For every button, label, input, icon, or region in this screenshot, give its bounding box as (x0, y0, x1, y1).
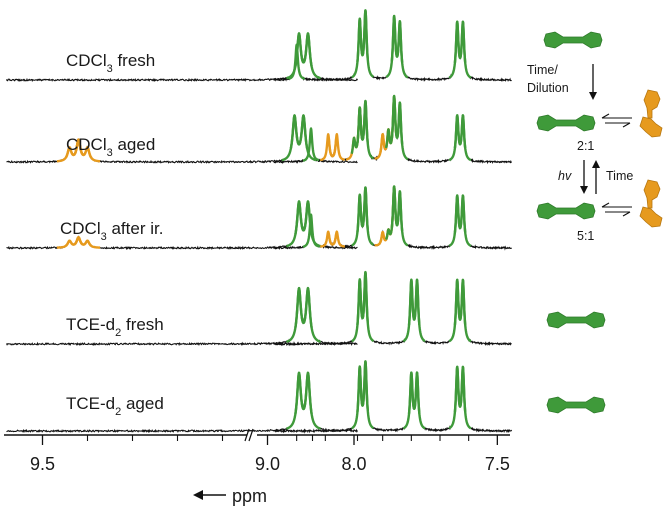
peak-dimer-14 (390, 185, 409, 247)
spectrum-2 (6, 94, 512, 165)
dimer-icons (536, 31, 606, 414)
tick-labels: 9.5 9.0 8.0 7.5 (30, 454, 510, 474)
peak-isomer-3 (73, 138, 101, 163)
hv-label: hv (558, 169, 572, 183)
time-dilution-label-1: Time/ (527, 63, 558, 77)
peak-isomer-8 (327, 230, 346, 248)
peak-dimer-15 (390, 95, 409, 161)
equilibrium-arrows-aged-icon (601, 113, 632, 128)
spectrum-label-2: CDCl3 aged (66, 135, 155, 159)
peak-dimer-4 (356, 270, 375, 343)
peak-dimer-6 (302, 127, 320, 162)
spectrum-3 (6, 185, 513, 251)
peak-dimer-2 (294, 371, 322, 430)
isomer-icon-irradiated (639, 179, 663, 228)
ppm-arrow-icon (193, 490, 226, 500)
dimer-icon-tce-fresh (546, 311, 606, 329)
peak-dimer-7 (390, 15, 409, 79)
time-label: Time (606, 169, 633, 183)
tick-label: 9.5 (30, 454, 55, 474)
isomer-icons (639, 89, 663, 228)
peak-dimer-5 (356, 9, 375, 78)
spectrum-label-5: TCE-d2 aged (66, 394, 164, 418)
peak-dimer-9 (453, 20, 472, 79)
dimer-icon-irradiated (536, 202, 596, 220)
spectrum-4 (6, 270, 512, 347)
peak-dimer-6 (407, 371, 427, 430)
arrowhead-icon (589, 92, 597, 100)
peak-dimer-2 (294, 286, 322, 343)
time-dilution-label-2: Dilution (527, 81, 569, 95)
spectrum-label-3: CDCl3 after ir. (60, 219, 163, 243)
spectrum-5 (6, 360, 513, 434)
time-arrowhead-icon (592, 160, 600, 168)
tick-label: 7.5 (485, 454, 510, 474)
ratio-aged: 2:1 (577, 139, 594, 153)
spectrum-label-1: CDCl3 fresh (66, 51, 155, 75)
peak-dimer-3 (287, 43, 306, 80)
equilibrium-scheme: Time/ Dilution 2:1 hv Time 5:1 (527, 31, 663, 414)
dimer-icon-aged (536, 114, 596, 132)
peak-dimer-5 (289, 114, 317, 162)
peak-dimer-2 (294, 32, 322, 80)
peak-isomer-3 (74, 236, 101, 249)
peak-dimer-6 (302, 213, 320, 248)
dimer-icon-fresh (543, 31, 603, 49)
peak-dimer-8 (453, 278, 472, 343)
ratio-irradiated: 5:1 (577, 229, 594, 243)
spectrum-trace (273, 271, 512, 347)
equilibrium-arrows-irradiated-icon (601, 202, 632, 217)
tick-label: 9.0 (255, 454, 280, 474)
peak-dimer-4 (356, 360, 375, 430)
x-axis-label: ppm (232, 486, 267, 506)
spectrum-label-4: TCE-d2 fresh (66, 315, 164, 339)
tick-marks (41, 435, 498, 445)
peak-dimer-10 (356, 186, 375, 246)
peak-isomer-8 (327, 132, 346, 161)
peak-dimer-16 (453, 194, 472, 247)
axis-break-mark (244, 428, 254, 442)
dimer-icon-tce-aged (546, 396, 606, 414)
peak-dimer-11 (356, 99, 375, 160)
spectrum-1 (6, 9, 512, 83)
hv-arrowhead-icon (580, 186, 588, 194)
spectra-group (6, 9, 513, 434)
peak-dimer-8 (453, 365, 472, 430)
tick-label: 8.0 (341, 454, 366, 474)
spectrum-trace (273, 361, 513, 434)
x-axis: 9.5 9.0 8.0 7.5 ppm (4, 428, 510, 506)
peak-dimer-6 (407, 278, 427, 343)
peak-dimer-17 (453, 114, 472, 162)
row-labels: CDCl3 fresh CDCl3 aged CDCl3 after ir. TCE-… (60, 51, 164, 418)
isomer-icon-aged (639, 89, 663, 138)
